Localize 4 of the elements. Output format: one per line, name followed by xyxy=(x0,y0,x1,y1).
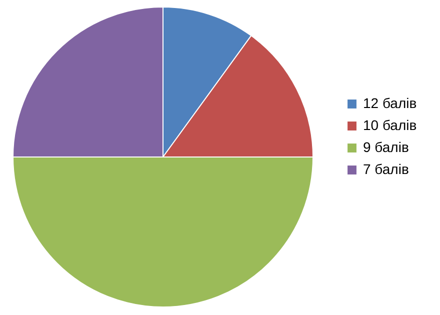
legend-label: 10 балів xyxy=(363,117,417,133)
legend-label: 9 балів xyxy=(363,139,409,155)
legend-label: 7 балів xyxy=(363,161,409,177)
legend-label: 12 балів xyxy=(363,95,417,111)
